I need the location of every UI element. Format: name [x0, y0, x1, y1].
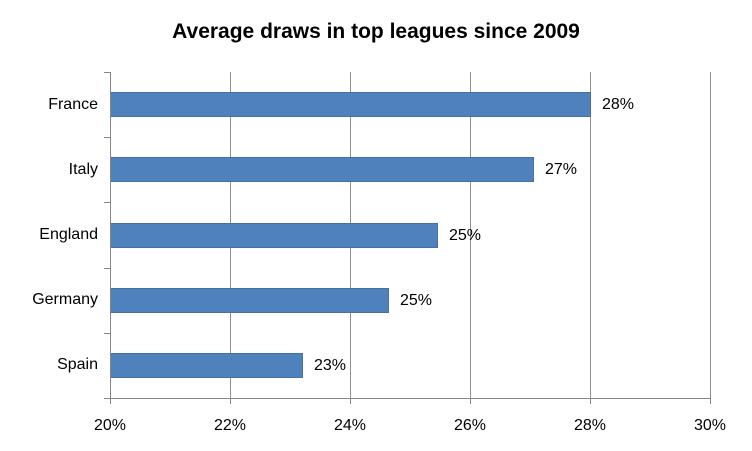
gridline: [590, 72, 591, 398]
category-label-england: England: [39, 226, 98, 243]
x-axis-tick-label: 28%: [573, 417, 607, 434]
x-axis-tick: [470, 399, 471, 404]
y-axis-tick: [104, 398, 110, 399]
category-label-germany: Germany: [32, 291, 98, 308]
category-label-italy: Italy: [68, 161, 98, 178]
x-axis-tick: [350, 399, 351, 404]
plot-area: 20% 22% 24% 26% 28% 30% 28% 27% 25% 25% 23%: [94, 72, 726, 434]
x-axis-tick: [590, 399, 591, 404]
y-axis-tick: [104, 137, 110, 138]
bar-england: [111, 223, 438, 248]
bar-value-label: 25%: [400, 292, 433, 309]
bar-value-label: 27%: [545, 161, 578, 178]
bar-spain: [111, 353, 303, 378]
x-axis-tick-label: 20%: [93, 417, 127, 434]
x-axis-tick-label: 26%: [453, 417, 487, 434]
bar-value-label: 25%: [449, 227, 482, 244]
x-axis-tick: [230, 399, 231, 404]
x-axis-tick-label: 24%: [333, 417, 367, 434]
x-axis-tick-label: 22%: [213, 417, 247, 434]
x-axis-tick: [110, 399, 111, 404]
bar-value-label: 28%: [602, 96, 635, 113]
gridline: [470, 72, 471, 398]
bar-france: [111, 92, 591, 117]
y-axis-tick: [104, 72, 110, 73]
chart-title: Average draws in top leagues since 2009: [172, 20, 580, 43]
gridline: [710, 72, 711, 398]
category-label-spain: Spain: [57, 356, 98, 373]
x-axis-line: [110, 398, 711, 399]
y-axis-tick: [104, 268, 110, 269]
x-axis-tick-label: 30%: [693, 417, 727, 434]
x-axis-tick: [710, 399, 711, 404]
y-axis-tick: [104, 333, 110, 334]
bar-italy: [111, 157, 534, 182]
y-axis-tick: [104, 202, 110, 203]
y-axis-line: [110, 72, 111, 399]
category-label-france: France: [48, 96, 98, 113]
bar-germany: [111, 288, 389, 313]
bar-value-label: 23%: [314, 357, 347, 374]
